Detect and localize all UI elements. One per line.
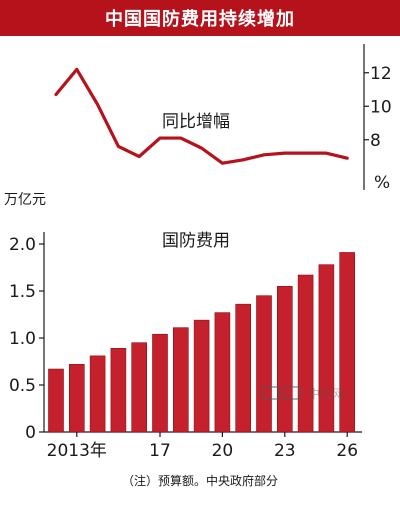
line-point (200, 146, 203, 150)
line-point (325, 151, 328, 155)
bar (131, 342, 147, 433)
bar-y-tick-label: 0 (25, 423, 36, 443)
line-point (221, 162, 224, 165)
watermark-logo: 中文网 (262, 384, 366, 402)
bar (69, 364, 85, 433)
line-point (117, 145, 120, 148)
bar-y-axis-label: 万亿元 (4, 192, 46, 208)
line-point (304, 151, 307, 155)
bar (318, 264, 335, 433)
line-y-tick-label: 8 (370, 131, 381, 151)
line-point (96, 103, 99, 106)
bar (235, 303, 251, 433)
bar (256, 295, 272, 433)
bar (152, 333, 168, 433)
x-tick-label: 20 (212, 441, 234, 461)
bar-y-tick-label: 2.0 (9, 235, 36, 255)
line-y-unit: % (374, 173, 390, 193)
watermark-box-icon (283, 386, 301, 400)
line-point (138, 155, 141, 158)
line-point (179, 136, 182, 140)
bar-y-tick-label: 1.5 (9, 282, 36, 302)
line-point (346, 156, 349, 160)
watermark-text: 中文网 (308, 386, 345, 401)
bar (110, 348, 127, 433)
watermark-box-icon (262, 386, 280, 400)
line-series-label: 同比增幅 (162, 112, 230, 132)
line-point (283, 151, 286, 155)
bar (339, 252, 356, 433)
x-tick-label: 23 (274, 441, 296, 461)
line-y-tick-label: 10 (370, 97, 392, 117)
bar-y-tick-label: 1.0 (9, 329, 36, 349)
bar (89, 355, 106, 433)
line-y-tick-label: 12 (370, 64, 392, 84)
line-point (158, 136, 162, 140)
bar (173, 327, 189, 433)
bar (48, 368, 64, 433)
line-point (242, 158, 245, 162)
x-tick-label: 17 (149, 441, 171, 461)
bar (193, 319, 210, 433)
line-point (75, 68, 79, 71)
x-tick-label: 26 (336, 441, 358, 461)
bar (214, 312, 231, 433)
bar-series-label: 国防费用 (162, 231, 230, 251)
line-point (54, 93, 58, 96)
chart-note: （注）预算额。中央政府部分 (121, 474, 278, 488)
bar-y-tick-label: 0.5 (9, 376, 36, 396)
x-tick-label: 2013年 (47, 441, 107, 461)
bar (276, 285, 293, 433)
chart-title: 中国国防费用持续增加 (0, 0, 400, 36)
bar (297, 274, 314, 433)
line-point (262, 153, 266, 157)
